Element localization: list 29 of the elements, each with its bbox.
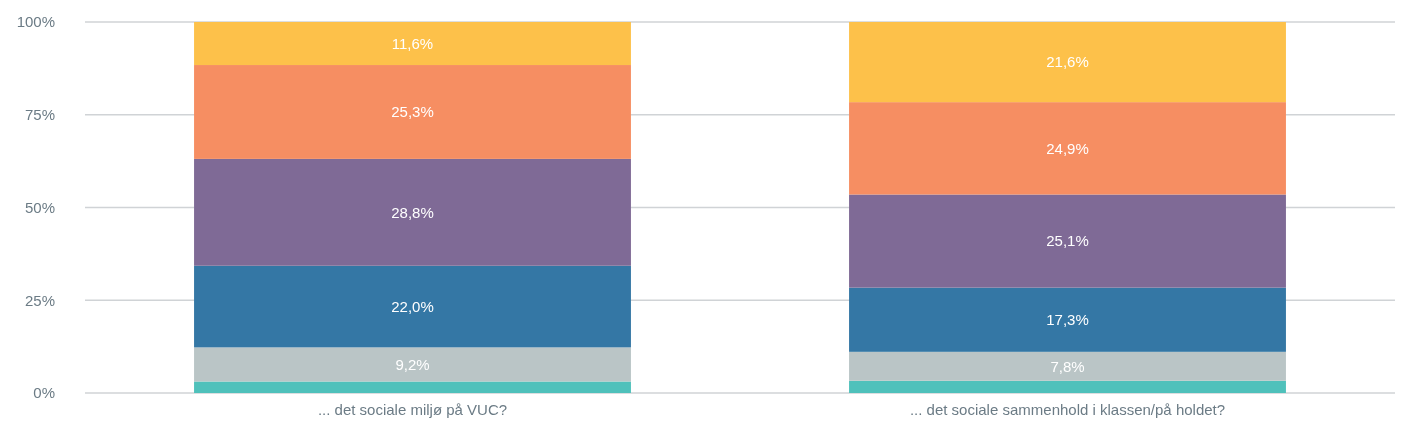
- bar: [849, 380, 1286, 393]
- y-tick-label: 75%: [24, 106, 55, 123]
- bar: [849, 351, 1286, 381]
- data-label: 17,3%: [1046, 310, 1089, 328]
- bar: [194, 22, 631, 66]
- y-tick-label: 50%: [24, 198, 55, 216]
- bar: [849, 287, 1286, 352]
- bar: [849, 102, 1286, 195]
- y-tick-label: 100%: [16, 13, 55, 31]
- y-tick-label: 0%: [33, 384, 55, 402]
- bar: [194, 158, 631, 266]
- bar: [194, 265, 631, 348]
- data-label: 9,2%: [395, 355, 430, 373]
- x-tick-label: ... det sociale miljø på VUC?: [317, 401, 508, 418]
- data-label: 22,0%: [391, 297, 434, 315]
- data-label: 7,8%: [1050, 357, 1085, 375]
- data-label: 25,1%: [1046, 232, 1089, 250]
- data-label: 11,6%: [391, 34, 434, 52]
- data-label: 25,3%: [391, 103, 434, 121]
- bar: [849, 194, 1286, 288]
- bar: [194, 381, 631, 393]
- x-tick-label: ... det sociale sammenhold i klassen/på holdet?: [909, 401, 1226, 418]
- bar: [194, 65, 631, 159]
- data-label: 28,8%: [391, 203, 434, 221]
- y-tick-label: 25%: [24, 291, 55, 309]
- data-label: 21,6%: [1046, 53, 1089, 71]
- data-label: 24,9%: [1046, 139, 1089, 157]
- bar: [849, 22, 1286, 103]
- bar: [194, 347, 631, 382]
